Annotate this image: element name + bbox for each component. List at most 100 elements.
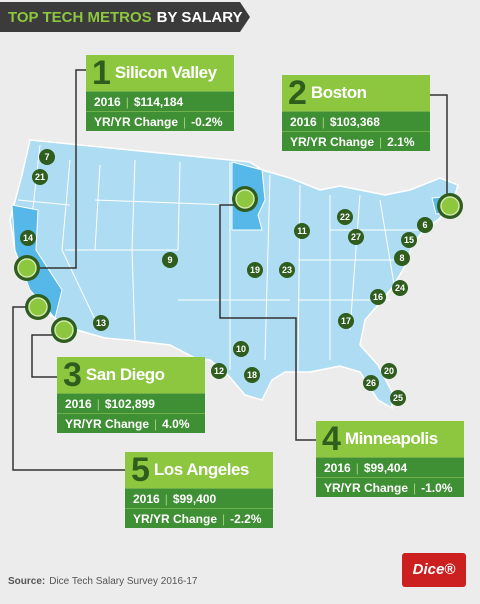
year: 2016	[133, 491, 160, 506]
change-label: YR/YR Change	[290, 134, 375, 149]
salary-row: 2016 | $99,404	[316, 457, 464, 477]
metro-dot	[17, 258, 37, 278]
callout-header: 4 Minneapolis	[316, 421, 464, 457]
change-row: YR/YR Change | 2.1%	[282, 131, 430, 151]
logo-box	[402, 553, 466, 587]
state-lines	[17, 144, 420, 373]
metro-number: 10	[236, 344, 246, 354]
rank: 1	[92, 54, 111, 92]
callout-header: 3 San Diego	[57, 357, 205, 393]
change-row: YR/YR Change | 4.0%	[57, 413, 205, 433]
source-label: Source:	[8, 576, 45, 587]
divider: |	[413, 480, 417, 495]
rank: 3	[63, 356, 82, 394]
change: 2.1%	[387, 134, 415, 149]
metro-marker	[294, 223, 310, 239]
metro-marker	[32, 169, 48, 185]
source-text: Dice Tech Salary Survey 2016-17	[49, 576, 198, 587]
metro-number: 8	[399, 253, 404, 263]
metro-number: 16	[373, 292, 383, 302]
metro-dot	[440, 196, 460, 216]
metro-marker	[363, 375, 379, 391]
metro-marker	[401, 232, 417, 248]
salary-row: 2016 | $99,400	[125, 488, 273, 508]
metro-marker	[20, 230, 36, 246]
salary: $103,368	[329, 114, 380, 129]
metro-number: 15	[404, 235, 414, 245]
divider: |	[321, 114, 325, 129]
year: 2016	[94, 94, 121, 109]
change-row: YR/YR Change | -0.2%	[86, 111, 234, 131]
metro-number: 20	[384, 366, 394, 376]
callout-header: 5 Los Angeles	[125, 452, 273, 488]
metro-dot	[235, 189, 255, 209]
city: Silicon Valley	[114, 63, 217, 82]
source: Source: Dice Tech Salary Survey 2016-17	[8, 576, 198, 587]
change-row: YR/YR Change | -1.0%	[316, 477, 464, 497]
title: TOP TECH METROS BY SALARY	[8, 9, 243, 26]
city: Boston	[310, 83, 367, 102]
metro-number: 25	[393, 393, 403, 403]
metro-dot	[54, 320, 74, 340]
salary-row: 2016 | $102,899	[57, 393, 205, 413]
metro-marker	[348, 229, 364, 245]
divider: |	[125, 94, 129, 109]
salary: $102,899	[104, 396, 155, 411]
callout: 2 Boston 2016 | $103,368 YR/YR Change | 2.1%	[282, 75, 430, 151]
salary: $99,404	[363, 460, 408, 475]
change: -2.2%	[230, 511, 262, 526]
rank: 2	[288, 74, 307, 112]
salary: $99,400	[172, 491, 217, 506]
year: 2016	[65, 396, 92, 411]
callout: 5 Los Angeles 2016 | $99,400 YR/YR Change | -2.…	[125, 452, 273, 528]
metro-marker	[93, 315, 109, 331]
salary-row: 2016 | $114,184	[86, 91, 234, 111]
change: -1.0%	[421, 480, 453, 495]
metro-number: 26	[366, 378, 376, 388]
big-markers	[14, 186, 463, 343]
callout: 4 Minneapolis 2016 | $99,404 YR/YR Change | -1.…	[316, 421, 464, 497]
metro-marker	[247, 262, 263, 278]
city: Minneapolis	[344, 429, 438, 448]
metro-number: 14	[23, 233, 33, 243]
change: 4.0%	[162, 416, 190, 431]
metro-number: 19	[250, 265, 260, 275]
rank: 4	[322, 420, 341, 458]
change-label: YR/YR Change	[65, 416, 150, 431]
logo: Dice®	[413, 561, 457, 578]
metro-marker	[337, 209, 353, 225]
divider: |	[164, 491, 168, 506]
callout: 3 San Diego 2016 | $102,899 YR/YR Change | 4.0%	[57, 357, 205, 433]
city: Los Angeles	[153, 460, 249, 479]
metro-marker	[392, 280, 408, 296]
divider: |	[355, 460, 359, 475]
change: -0.2%	[191, 114, 223, 129]
change-row: YR/YR Change | -2.2%	[125, 508, 273, 528]
metro-marker	[338, 313, 354, 329]
salary-row: 2016 | $103,368	[282, 111, 430, 131]
metro-number: 23	[282, 265, 292, 275]
metro-marker	[233, 341, 249, 357]
title-rest: BY SALARY	[157, 9, 243, 26]
metro-marker	[279, 262, 295, 278]
year: 2016	[324, 460, 351, 475]
us-map	[9, 139, 459, 410]
change-label: YR/YR Change	[133, 511, 218, 526]
metro-number: 12	[214, 366, 224, 376]
title-highlight: TOP TECH METROS	[8, 9, 152, 26]
metro-number: 21	[35, 172, 45, 182]
metro-number: 17	[341, 316, 351, 326]
metro-marker	[390, 390, 406, 406]
callout-header: 2 Boston	[282, 75, 430, 111]
change-label: YR/YR Change	[324, 480, 409, 495]
metro-marker	[244, 367, 260, 383]
metro-number: 27	[351, 232, 361, 242]
metro-marker	[162, 252, 178, 268]
metro-dot	[28, 297, 48, 317]
metro-marker	[381, 363, 397, 379]
metro-marker	[417, 217, 433, 233]
title-bar	[0, 2, 240, 32]
metro-number: 11	[297, 226, 307, 236]
